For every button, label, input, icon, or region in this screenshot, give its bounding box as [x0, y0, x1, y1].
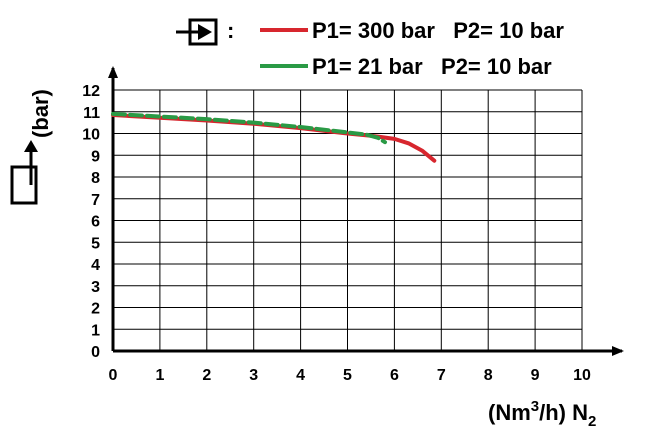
- x-tick-label: 1: [155, 367, 164, 384]
- x-tick-label: 2: [202, 367, 211, 384]
- x-tick-label: 7: [437, 367, 446, 384]
- y-tick-label: 2: [91, 301, 100, 318]
- y-tick-label: 9: [91, 148, 100, 165]
- series-line-2: [111, 111, 387, 145]
- legend-label-series-1: P1= 300 bar P2= 10 bar: [312, 18, 564, 43]
- y-tick-label: 4: [91, 257, 100, 274]
- y-tick-label: 3: [91, 279, 100, 296]
- y-tick-label: 8: [91, 170, 100, 187]
- series-line-1: [111, 113, 437, 163]
- x-tick-label: 8: [484, 367, 493, 384]
- x-axis-title: (Nm3/h) N2: [488, 398, 596, 429]
- x-tick-label: 0: [109, 367, 118, 384]
- x-tick-label: 6: [390, 367, 399, 384]
- y-tick-label: 7: [91, 192, 100, 209]
- y-tick-label: 12: [82, 83, 100, 100]
- y-tick-label: 1: [91, 322, 100, 339]
- y-tick-label: 6: [91, 214, 100, 231]
- legend-prefix: :: [227, 18, 234, 43]
- inlet-arrow-icon: [176, 18, 218, 46]
- y-tick-label: 10: [82, 127, 100, 144]
- x-tick-label: 4: [296, 367, 305, 384]
- grid: [113, 89, 583, 351]
- y-tick-label: 11: [83, 105, 100, 122]
- x-tick-label: 3: [249, 367, 258, 384]
- y-axis-title-group: (bar): [10, 89, 53, 205]
- legend: : P1= 300 bar P2= 10 bar P1= 21 bar P2= …: [176, 18, 564, 79]
- y-axis-title: (bar): [28, 89, 53, 138]
- x-tick-label: 5: [343, 367, 352, 384]
- series-layer: [111, 111, 437, 163]
- legend-label-series-2: P1= 21 bar P2= 10 bar: [312, 54, 552, 79]
- y-tick-label: 0: [91, 344, 100, 361]
- x-tick-labels: 0 1 2 3 4 5 6 7 8 9 10: [109, 367, 591, 384]
- outlet-arrow-icon: [10, 140, 38, 205]
- x-tick-label: 9: [531, 367, 540, 384]
- y-tick-label: 5: [91, 235, 100, 252]
- x-tick-label: 10: [573, 367, 591, 384]
